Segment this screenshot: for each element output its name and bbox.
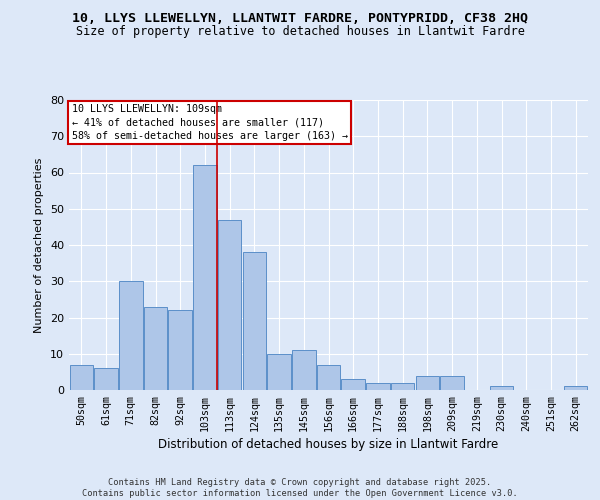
- Bar: [193, 165, 217, 390]
- Bar: [292, 350, 316, 390]
- Bar: [564, 386, 587, 390]
- Bar: [144, 306, 167, 390]
- Bar: [70, 364, 93, 390]
- Text: Contains HM Land Registry data © Crown copyright and database right 2025.
Contai: Contains HM Land Registry data © Crown c…: [82, 478, 518, 498]
- Bar: [242, 252, 266, 390]
- Text: Size of property relative to detached houses in Llantwit Fardre: Size of property relative to detached ho…: [76, 25, 524, 38]
- Bar: [366, 383, 389, 390]
- Bar: [341, 379, 365, 390]
- Bar: [317, 364, 340, 390]
- Bar: [119, 281, 143, 390]
- Bar: [268, 354, 291, 390]
- Text: 10 LLYS LLEWELLYN: 109sqm
← 41% of detached houses are smaller (117)
58% of semi: 10 LLYS LLEWELLYN: 109sqm ← 41% of detac…: [71, 104, 347, 141]
- Text: 10, LLYS LLEWELLYN, LLANTWIT FARDRE, PONTYPRIDD, CF38 2HQ: 10, LLYS LLEWELLYN, LLANTWIT FARDRE, PON…: [72, 12, 528, 26]
- Bar: [440, 376, 464, 390]
- Bar: [490, 386, 513, 390]
- Bar: [391, 383, 415, 390]
- X-axis label: Distribution of detached houses by size in Llantwit Fardre: Distribution of detached houses by size …: [158, 438, 499, 451]
- Bar: [218, 220, 241, 390]
- Bar: [169, 310, 192, 390]
- Y-axis label: Number of detached properties: Number of detached properties: [34, 158, 44, 332]
- Bar: [416, 376, 439, 390]
- Bar: [94, 368, 118, 390]
